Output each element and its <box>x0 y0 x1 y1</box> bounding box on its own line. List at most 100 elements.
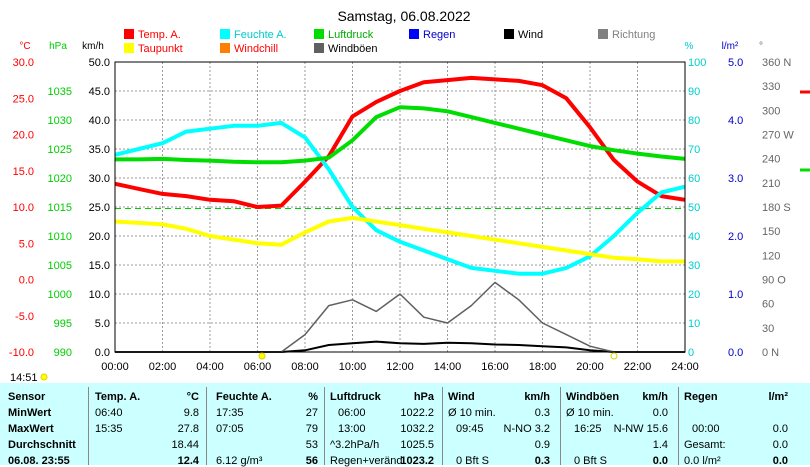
y-tick-label: 120 <box>762 250 780 262</box>
gust-avg-value: 1.4 <box>652 439 668 451</box>
y-tick-label: 70 <box>688 144 700 156</box>
legend-swatch <box>409 29 419 39</box>
header-wind: Wind <box>448 391 475 403</box>
legend-swatch <box>314 29 324 39</box>
y-tick-label: 90 O <box>762 275 786 287</box>
y-tick-label: 80 <box>688 115 700 127</box>
press-forecast: Regen+veränd. <box>330 455 406 467</box>
y-tick-label: 10.0 <box>13 202 34 214</box>
divider <box>88 387 89 465</box>
y-tick-label: 0 <box>688 347 694 359</box>
press-min-time: 06:00 <box>338 407 366 419</box>
y-tick-label: 50.0 <box>89 57 110 69</box>
axis-headers: °C hPa km/h% l/m² ° <box>19 41 763 52</box>
hum-column: Feuchte A. % 17:35 27 07:05 79 53 6.12 g… <box>216 383 324 467</box>
series-line-temp-a- <box>114 75 686 209</box>
rain-total-value: 0.0 <box>772 439 788 451</box>
row-label-avg: Durchschnitt <box>8 439 76 451</box>
y-tick-label: 25.0 <box>89 202 110 214</box>
y-tick-label: 60 <box>762 299 774 311</box>
y-tick-label: 20 <box>688 289 700 301</box>
y-tick-label: 1025 <box>48 144 72 156</box>
press-min-value: 1022.2 <box>400 407 434 419</box>
y-tick-label: 30 <box>762 323 774 335</box>
x-tick-label: 18:00 <box>529 361 557 373</box>
y-tick-label: 10 <box>688 318 700 330</box>
y-tick-label: 1015 <box>48 202 72 214</box>
header-sensor: Sensor <box>8 391 46 403</box>
axis-unit-label: ° <box>759 41 763 52</box>
gust-max-time: 16:25 <box>574 423 602 435</box>
y-tick-label: 40 <box>688 231 700 243</box>
wind-max-time: 09:45 <box>456 423 484 435</box>
x-tick-label: 08:00 <box>291 361 319 373</box>
legend-label: Richtung <box>612 29 655 41</box>
temp-min-value: 9.8 <box>183 407 199 419</box>
y-tick-label: 0.0 <box>95 347 110 359</box>
legend-swatch <box>124 29 134 39</box>
y-tick-label: 2.0 <box>728 231 743 243</box>
y-tick-label: -5.0 <box>15 311 34 323</box>
legend-label: Windchill <box>234 43 278 55</box>
divider <box>324 387 325 465</box>
y-tick-label: 0 N <box>762 347 779 359</box>
axis-unit-label: l/m² <box>722 41 739 52</box>
legend-swatch <box>220 29 230 39</box>
gust-bft: 0 Bft S <box>574 455 608 467</box>
y-tick-label: -10.0 <box>9 347 34 359</box>
y-tick-label: 1.0 <box>728 289 743 301</box>
legend-swatch <box>598 29 608 39</box>
status-time: 14:51 <box>10 372 38 383</box>
y-tick-label: 300 <box>762 105 780 117</box>
y-tick-label: 270 W <box>762 130 794 142</box>
series-line-luftdruck <box>115 105 686 165</box>
x-tick-label: 06:00 <box>244 361 272 373</box>
temp-current-value: 12.4 <box>177 455 199 467</box>
gust-current-value: 0.0 <box>652 455 668 467</box>
divider <box>560 387 561 465</box>
stats-table: Sensor MinWert MaxWert Durchschnitt 06.0… <box>0 383 810 467</box>
y-tick-label: 1010 <box>48 231 72 243</box>
grid <box>114 61 686 353</box>
row-label-min: MinWert <box>8 407 52 419</box>
y-tick-label: 1030 <box>48 115 72 127</box>
temp-max-value: 27.8 <box>177 423 199 435</box>
wind-avg-value: 0.9 <box>534 439 550 451</box>
x-tick-label: 12:00 <box>386 361 414 373</box>
y-tick-label: 20.0 <box>13 130 34 142</box>
axis-unit-label: hPa <box>49 41 67 52</box>
x-tick-label: 22:00 <box>624 361 652 373</box>
rain-current-value: 0.0 <box>772 455 788 467</box>
y-tick-label: 360 N <box>762 57 791 69</box>
wind-max-value: N-NO 3.2 <box>503 423 550 435</box>
wind-current-value: 0.3 <box>534 455 550 467</box>
gust-max-value: N-NW 15.6 <box>613 423 668 435</box>
hum-min-value: 27 <box>305 407 318 419</box>
y-tick-label: 35.0 <box>89 144 110 156</box>
x-tick-label: 02:00 <box>149 361 177 373</box>
hum-min-time: 17:35 <box>216 407 244 419</box>
legend-swatch <box>220 43 230 53</box>
y-tick-label: 5.0 <box>19 238 34 250</box>
axis-unit-label: % <box>685 41 694 52</box>
sunrise-icon <box>258 352 266 360</box>
legend-label: Windböen <box>328 43 378 55</box>
y-tick-label: 180 S <box>762 202 791 214</box>
y-tick-label: 0.0 <box>19 275 34 287</box>
legend-label: Wind <box>518 29 543 41</box>
press-column: Luftdruck hPa 06:00 1022.2 13:00 1032.2 … <box>330 383 440 467</box>
legend-label: Taupunkt <box>138 43 183 55</box>
y-tick-label: 40.0 <box>89 115 110 127</box>
temp-max-time: 15:35 <box>95 423 123 435</box>
series-line-feuchte-a- <box>114 120 686 276</box>
y-tick-label: 25.0 <box>13 93 34 105</box>
header-wind-unit: km/h <box>524 391 550 403</box>
temp-column: Temp. A. °C 06:40 9.8 15:35 27.8 18.44 1… <box>95 383 205 467</box>
y-tick-label: 30.0 <box>13 57 34 69</box>
y-tick-label: 1005 <box>48 260 72 272</box>
temp-avg-value: 18.44 <box>171 439 199 451</box>
legend-label: Temp. A. <box>138 29 181 41</box>
header-rain-unit: l/m² <box>768 391 788 403</box>
divider <box>442 387 443 465</box>
series-group <box>114 75 686 353</box>
